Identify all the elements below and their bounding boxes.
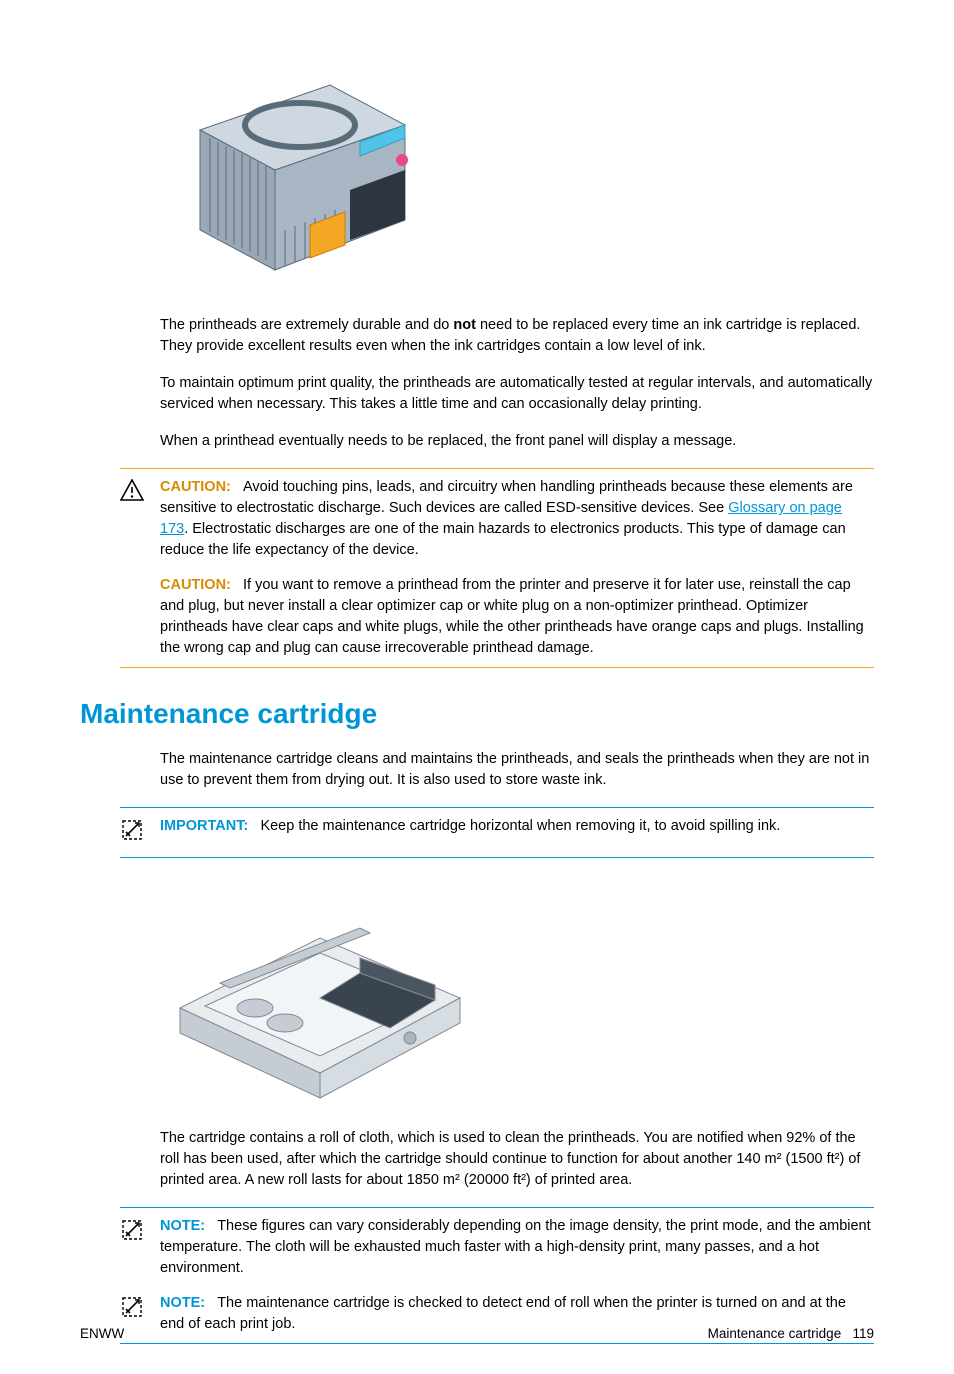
paragraph-cloth: The cartridge contains a roll of cloth, … <box>160 1128 874 1191</box>
caution-icon <box>120 479 148 508</box>
caution-p1: CAUTION: Avoid touching pins, leads, and… <box>160 477 874 561</box>
important-callout: IMPORTANT: Keep the maintenance cartridg… <box>120 807 874 858</box>
paragraph-eventually: When a printhead eventually needs to be … <box>160 431 874 452</box>
important-text: IMPORTANT: Keep the maintenance cartridg… <box>160 816 874 837</box>
note-callout-1: NOTE: These figures can vary considerabl… <box>120 1207 874 1285</box>
page-footer: ENWW Maintenance cartridge 119 <box>80 1324 874 1344</box>
note-icon <box>120 1295 148 1326</box>
caution-callout: CAUTION: Avoid touching pins, leads, and… <box>120 468 874 668</box>
paragraph-durable: The printheads are extremely durable and… <box>160 315 874 357</box>
footer-right: Maintenance cartridge 119 <box>708 1324 874 1344</box>
note1-text: NOTE: These figures can vary considerabl… <box>160 1216 874 1279</box>
caution-p2: CAUTION: If you want to remove a printhe… <box>160 575 874 659</box>
footer-left: ENWW <box>80 1324 124 1344</box>
paragraph-maint-intro: The maintenance cartridge cleans and mai… <box>160 749 874 791</box>
maintenance-cartridge-figure <box>160 878 874 1108</box>
section-title-maintenance-cartridge: Maintenance cartridge <box>80 694 874 735</box>
important-icon <box>120 818 148 849</box>
printhead-figure <box>160 70 874 295</box>
paragraph-optimum: To maintain optimum print quality, the p… <box>160 373 874 415</box>
note-icon <box>120 1218 148 1249</box>
